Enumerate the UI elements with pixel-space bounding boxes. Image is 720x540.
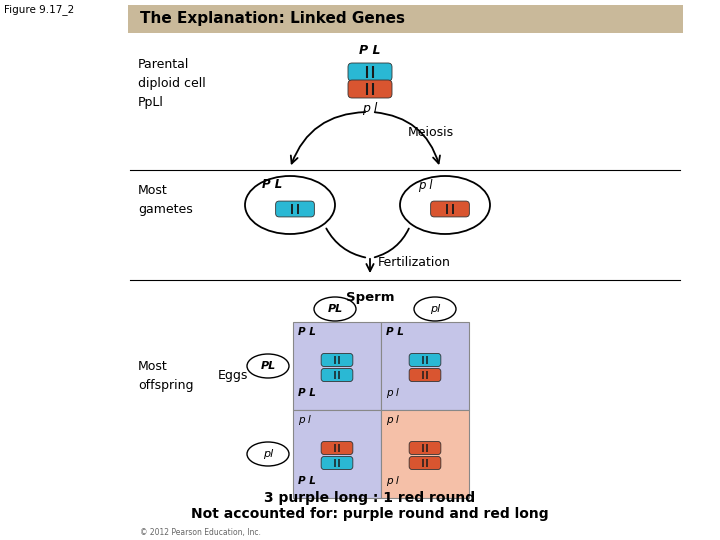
Text: The Explanation: Linked Genes: The Explanation: Linked Genes [140, 11, 405, 26]
FancyArrowPatch shape [326, 228, 365, 258]
Text: © 2012 Pearson Education, Inc.: © 2012 Pearson Education, Inc. [140, 528, 261, 537]
FancyBboxPatch shape [409, 442, 441, 455]
FancyArrowPatch shape [374, 228, 409, 257]
FancyBboxPatch shape [348, 80, 392, 98]
FancyBboxPatch shape [409, 456, 441, 469]
Text: pl: pl [430, 304, 440, 314]
Text: 3 purple long : 1 red round: 3 purple long : 1 red round [264, 491, 476, 505]
Text: p l: p l [386, 476, 399, 486]
Text: p l: p l [386, 388, 399, 398]
Text: PL: PL [261, 361, 276, 371]
FancyBboxPatch shape [321, 442, 353, 455]
Text: Meiosis: Meiosis [408, 126, 454, 139]
FancyBboxPatch shape [409, 354, 441, 367]
Text: Most
offspring: Most offspring [138, 361, 194, 392]
FancyArrowPatch shape [366, 259, 374, 271]
Text: p l: p l [362, 102, 378, 115]
Text: Sperm: Sperm [346, 291, 395, 304]
Text: pl: pl [263, 449, 273, 459]
Text: P L: P L [298, 327, 316, 337]
Text: Figure 9.17_2: Figure 9.17_2 [4, 4, 74, 16]
Text: Fertilization: Fertilization [378, 256, 451, 269]
FancyBboxPatch shape [276, 201, 315, 217]
Text: P L: P L [298, 388, 316, 398]
FancyBboxPatch shape [321, 368, 353, 381]
FancyBboxPatch shape [293, 322, 381, 410]
Text: p l: p l [298, 415, 311, 425]
Text: p l: p l [386, 415, 399, 425]
FancyArrowPatch shape [375, 112, 440, 164]
FancyBboxPatch shape [348, 63, 392, 81]
FancyBboxPatch shape [128, 5, 683, 33]
FancyBboxPatch shape [409, 368, 441, 381]
Text: Not accounted for: purple round and red long: Not accounted for: purple round and red … [192, 507, 549, 521]
Text: P L: P L [262, 179, 282, 192]
Text: Most
gametes: Most gametes [138, 184, 193, 216]
Text: P L: P L [359, 44, 381, 57]
FancyBboxPatch shape [381, 322, 469, 410]
Text: Parental
diploid cell
PpLl: Parental diploid cell PpLl [138, 58, 206, 109]
FancyBboxPatch shape [381, 410, 469, 498]
Text: p l: p l [418, 179, 432, 192]
Text: PL: PL [328, 304, 343, 314]
FancyBboxPatch shape [293, 410, 381, 498]
FancyBboxPatch shape [431, 201, 469, 217]
FancyBboxPatch shape [321, 354, 353, 367]
FancyBboxPatch shape [321, 456, 353, 469]
FancyArrowPatch shape [291, 112, 365, 164]
Text: P L: P L [386, 327, 404, 337]
Text: Eggs: Eggs [218, 369, 248, 382]
Text: P L: P L [298, 476, 316, 486]
